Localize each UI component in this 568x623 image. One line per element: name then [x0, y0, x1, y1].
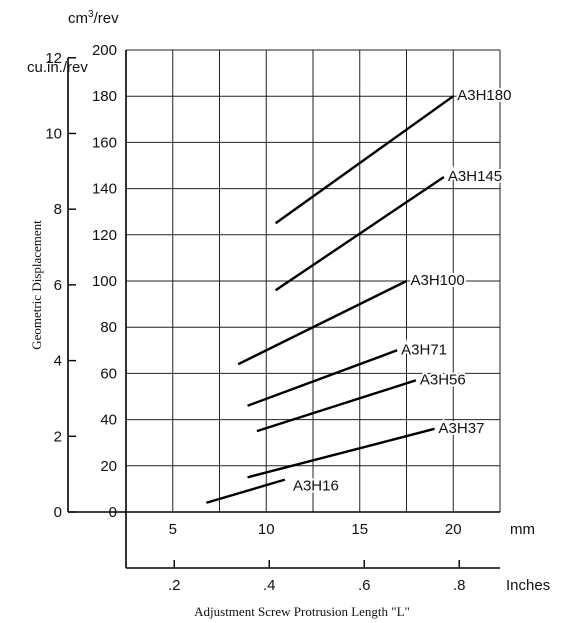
- y-tick-label-cuin: 10: [45, 125, 62, 142]
- series-label: A3H16: [293, 478, 339, 495]
- series-line: [274, 176, 445, 292]
- y-unit-metric: cm3/rev: [68, 9, 119, 27]
- y-unit-imperial: cu.in./rev: [27, 59, 88, 76]
- series-line: [247, 427, 435, 479]
- y-tick-label-cm3: 0: [109, 504, 117, 521]
- series-label: A3H180: [457, 87, 511, 104]
- y-tick-label-cuin: 12: [45, 50, 62, 67]
- series-lines: A3H180 A3H145 A3H100 A3H71 A3H56 A3H37 A3H16: [206, 85, 513, 504]
- x-tick-label-inch: .4: [263, 577, 276, 594]
- x-axis-label: Adjustment Screw Protrusion Length "L": [194, 604, 410, 619]
- axes: [67, 50, 500, 569]
- series-line: [247, 349, 398, 407]
- y-tick-label-cuin: 4: [54, 353, 62, 370]
- y-tick-label-cuin: 6: [54, 277, 62, 294]
- series-label: A3H71: [401, 341, 447, 358]
- x-tick-label-inch: .8: [453, 577, 466, 594]
- series-label: A3H56: [420, 371, 466, 388]
- series-line: [206, 478, 286, 504]
- y-tick-label-cm3: 100: [92, 273, 117, 290]
- tick-labels: 0 20 40 60 80 100 120 140 160 180 200 0 2 4 6 8 10 12 5 10 1…: [45, 42, 465, 594]
- y-tick-label-cm3: 40: [100, 412, 117, 429]
- y-axis-label: Geometric Displacement: [29, 220, 44, 350]
- y-tick-label-cm3: 120: [92, 227, 117, 244]
- series-label: A3H145: [448, 168, 502, 185]
- x-tick-label-mm: 15: [351, 521, 368, 538]
- y-tick-label-cm3: 180: [92, 88, 117, 105]
- series-line: [274, 95, 454, 225]
- y-tick-label-cuin: 0: [54, 504, 62, 521]
- x-tick-label-mm: 5: [169, 521, 177, 538]
- series-line: [237, 279, 408, 366]
- series-label: A3H100: [411, 272, 465, 289]
- y-tick-label-cm3: 80: [100, 319, 117, 336]
- y-tick-label-cm3: 20: [100, 458, 117, 475]
- y-tick-label-cm3: 60: [100, 365, 117, 382]
- series-label: A3H37: [439, 420, 485, 437]
- x-tick-label-inch: .6: [358, 577, 371, 594]
- y-tick-label-cuin: 8: [54, 201, 62, 218]
- x-unit-inches: Inches: [506, 577, 550, 594]
- y-tick-label-cm3: 140: [92, 181, 117, 198]
- x-tick-label-mm: 10: [258, 521, 275, 538]
- y-tick-label-cm3: 200: [92, 42, 117, 59]
- x-unit-mm: mm: [510, 521, 535, 538]
- x-tick-label-inch: .2: [168, 577, 181, 594]
- y-tick-label-cuin: 2: [54, 428, 62, 445]
- x-tick-label-mm: 20: [445, 521, 462, 538]
- y-tick-label-cm3: 160: [92, 134, 117, 151]
- series-line: [256, 379, 417, 433]
